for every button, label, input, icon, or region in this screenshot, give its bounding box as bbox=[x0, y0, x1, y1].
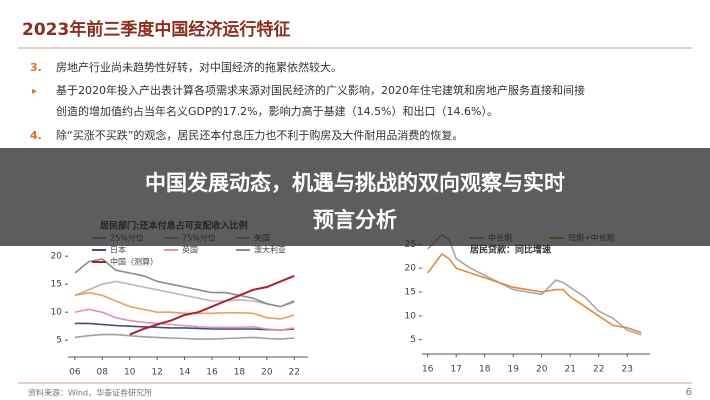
y-tick-label: 20 bbox=[405, 264, 417, 274]
point-number: 3. bbox=[30, 61, 42, 74]
x-tick-label: 16 bbox=[422, 365, 434, 375]
sub-bullet: ▸ bbox=[32, 86, 37, 97]
series-line bbox=[74, 322, 295, 331]
y-tick-label: 15 bbox=[51, 280, 62, 290]
y-tick-label: 10 bbox=[51, 308, 63, 318]
x-tick-label: 10 bbox=[124, 368, 136, 378]
x-tick-label: 21 bbox=[564, 365, 575, 375]
x-tick-label: 20 bbox=[261, 368, 273, 378]
overlay-title: 中国发展动态，机遇与挑战的双向观察与实时 bbox=[145, 171, 565, 195]
x-tick-label: 23 bbox=[621, 365, 632, 375]
legend-label: 中国（测算） bbox=[110, 257, 158, 267]
series-line bbox=[427, 252, 642, 334]
series-line bbox=[74, 308, 295, 331]
series-line bbox=[74, 333, 295, 340]
footer-source: 资料来源：Wind，华泰证券研究所 bbox=[28, 388, 152, 398]
y-tick-label: 5 bbox=[410, 335, 416, 345]
x-tick-label: 16 bbox=[206, 368, 218, 378]
slide-title: 2023年前三季度中国经济运行特征 bbox=[22, 19, 290, 40]
point-text: 房地产行业尚未趋势性好转，对中国经济的拖累依然较大。 bbox=[56, 60, 342, 74]
page-number: 6 bbox=[686, 387, 692, 398]
x-tick-label: 19 bbox=[507, 365, 519, 375]
series-line bbox=[74, 280, 295, 308]
point-text: 除“买涨不买跌”的观念，居民还本付息压力也不利于购房及大件耐用品消费的恢复。 bbox=[56, 128, 463, 142]
legend-label: 日本 bbox=[110, 245, 126, 255]
x-tick-label: 18 bbox=[479, 365, 491, 375]
point-number: 4. bbox=[30, 129, 42, 142]
x-tick-label: 08 bbox=[97, 368, 109, 378]
legend-label: 澳大利亚 bbox=[254, 245, 286, 255]
series-line bbox=[74, 258, 295, 308]
y-tick-label: 10 bbox=[405, 311, 417, 321]
x-tick-label: 17 bbox=[450, 365, 461, 375]
y-tick-label: 20 bbox=[51, 252, 63, 262]
x-tick-label: 20 bbox=[536, 365, 548, 375]
x-tick-label: 22 bbox=[593, 365, 604, 375]
chart-subtitle: 居民贷款：同比增速 bbox=[470, 244, 551, 256]
y-tick-label: 5 bbox=[56, 336, 62, 346]
overlay-band bbox=[0, 148, 710, 246]
legend-label: 英国 bbox=[182, 245, 198, 255]
x-tick-label: 22 bbox=[289, 368, 300, 378]
point-text: 基于2020年投入产出表计算各项需求来源对国民经济的广义影响，2020年住宅建筑… bbox=[56, 83, 585, 97]
series-line bbox=[129, 274, 295, 336]
x-tick-label: 06 bbox=[69, 368, 81, 378]
point-text: 创造的增加值约占当年名义GDP的17.2%，影响力高于基建（14.5%）和出口（… bbox=[56, 104, 498, 118]
overlay-title: 预言分析 bbox=[313, 208, 397, 232]
x-tick-label: 18 bbox=[234, 368, 246, 378]
y-tick-label: 15 bbox=[405, 288, 416, 298]
x-tick-label: 12 bbox=[151, 368, 162, 378]
series-line bbox=[74, 291, 295, 320]
x-tick-label: 14 bbox=[179, 368, 191, 378]
